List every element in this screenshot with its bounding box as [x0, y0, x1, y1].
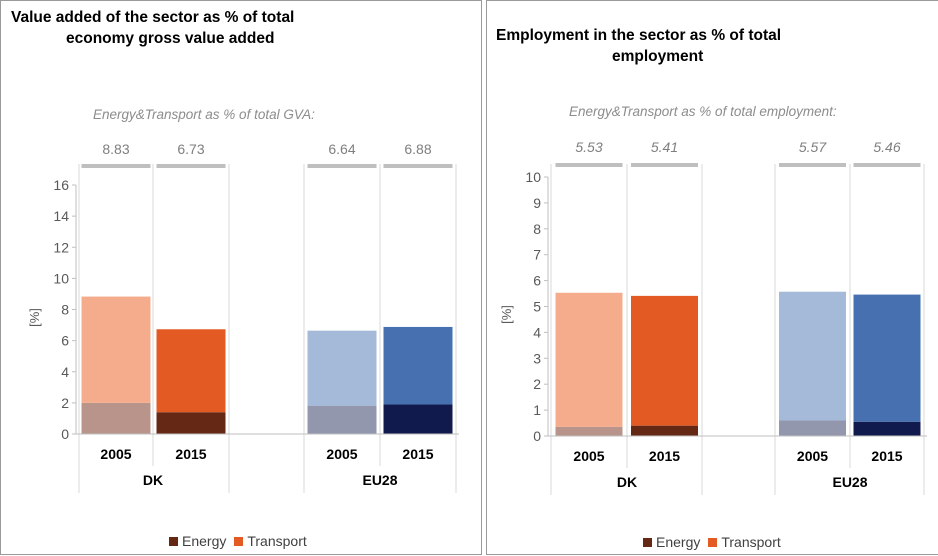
- total-indicator-bar: [383, 164, 453, 168]
- x-category-label: 2005: [797, 448, 828, 464]
- chart-subtitle: Energy&Transport as % of total GVA:: [93, 107, 315, 122]
- total-indicator-bar: [156, 164, 226, 168]
- x-category-label: 2015: [871, 448, 902, 464]
- chart-subtitle: Energy&Transport as % of total employmen…: [569, 104, 837, 119]
- total-value-label: 8.83: [102, 141, 129, 157]
- y-tick-label: 2: [533, 376, 541, 392]
- y-tick-label: 9: [533, 195, 541, 211]
- y-tick-label: 7: [533, 247, 541, 263]
- y-tick-label: 8: [61, 302, 69, 318]
- total-indicator-bar: [81, 164, 151, 168]
- legend-swatch-energy: [643, 537, 652, 547]
- y-tick-label: 14: [53, 208, 69, 224]
- y-tick-label: 10: [525, 169, 541, 185]
- x-category-label: 2005: [573, 448, 604, 464]
- bar-energy: [631, 425, 698, 436]
- employment-panel: Employment in the sector as % of total e…: [486, 0, 938, 555]
- chart-title-line-1: Value added of the sector as % of total: [11, 9, 295, 26]
- total-value-label: 6.64: [328, 141, 355, 157]
- legend-item-energy: Energy: [643, 534, 700, 550]
- y-axis-label: [%]: [27, 308, 42, 327]
- bar-transport: [81, 296, 151, 403]
- x-group-label: EU28: [362, 472, 397, 488]
- total-indicator-bar: [307, 164, 377, 168]
- y-tick-label: 4: [61, 364, 69, 380]
- x-category-label: 2015: [175, 446, 206, 462]
- chart-title-line-2: employment: [612, 48, 704, 65]
- bar-transport: [156, 329, 226, 413]
- legend-swatch-transport: [234, 536, 244, 546]
- total-value-label: 5.57: [799, 139, 827, 155]
- y-tick-label: 3: [533, 350, 541, 366]
- chart-legend: Energy Transport: [169, 533, 315, 549]
- employment-chart: 0 1 2 3 4 5 6 7 8 9 10 [%] 5.53 2005 5.41 2015 5.57 2005 5…: [499, 139, 927, 495]
- x-category-label: 2015: [402, 446, 433, 462]
- bar-energy: [307, 405, 377, 434]
- x-group-label: DK: [617, 474, 637, 490]
- total-indicator-bar: [555, 163, 623, 167]
- y-tick-label: 1: [533, 402, 541, 418]
- total-value-label: 6.88: [404, 141, 431, 157]
- value-added-chart: 0 2 4 6 8 10 12 14 16 [%] 8.83 2005 6.73 2015 6.64 2005…: [27, 141, 459, 493]
- total-value-label: 5.41: [651, 139, 678, 155]
- legend-swatch-energy: [169, 536, 178, 546]
- y-axis-label: [%]: [499, 305, 514, 324]
- total-indicator-bar: [853, 163, 921, 167]
- chart-legend: Energy Transport: [643, 534, 789, 550]
- total-value-label: 5.46: [873, 139, 900, 155]
- legend-label-transport: Transport: [721, 534, 781, 550]
- y-tick-label: 0: [533, 428, 541, 444]
- x-category-label: 2005: [326, 446, 357, 462]
- y-tick-label: 0: [61, 426, 69, 442]
- y-tick-label: 12: [53, 239, 69, 255]
- bar-transport: [853, 294, 921, 422]
- total-value-label: 5.53: [575, 139, 602, 155]
- y-tick-label: 6: [533, 273, 541, 289]
- x-category-label: 2015: [649, 448, 680, 464]
- total-indicator-bar: [779, 163, 846, 167]
- bar-energy: [853, 421, 921, 436]
- y-tick-label: 10: [53, 270, 69, 286]
- bar-transport: [631, 295, 698, 426]
- bar-transport: [383, 326, 453, 405]
- total-indicator-bar: [631, 163, 698, 167]
- y-tick-label: 8: [533, 221, 541, 237]
- legend-swatch-transport: [708, 537, 718, 547]
- legend-label-energy: Energy: [182, 533, 227, 549]
- y-tick-label: 2: [61, 395, 69, 411]
- legend-item-transport: Transport: [234, 533, 307, 549]
- bar-energy: [156, 412, 226, 434]
- y-tick-label: 6: [61, 333, 69, 349]
- legend-label-energy: Energy: [656, 534, 701, 550]
- x-group-label: EU28: [832, 474, 867, 490]
- bar-transport: [307, 330, 377, 406]
- chart-title-line-2: economy gross value added: [66, 30, 275, 47]
- x-category-label: 2005: [100, 446, 131, 462]
- bar-energy: [81, 402, 151, 434]
- x-group-label: DK: [143, 472, 163, 488]
- bar-energy: [555, 426, 623, 436]
- bar-energy: [383, 404, 453, 434]
- y-tick-label: 4: [533, 324, 541, 340]
- legend-label-transport: Transport: [247, 533, 307, 549]
- legend-item-transport: Transport: [708, 534, 781, 550]
- total-value-label: 6.73: [177, 141, 204, 157]
- legend-item-energy: Energy: [169, 533, 226, 549]
- bar-transport: [779, 291, 846, 421]
- bar-energy: [779, 420, 846, 436]
- value-added-panel: Value added of the sector as % of total …: [0, 0, 482, 555]
- bar-transport: [555, 292, 623, 427]
- y-tick-label: 16: [53, 177, 69, 193]
- chart-title-line-1: Employment in the sector as % of total: [496, 27, 782, 44]
- y-tick-label: 5: [533, 299, 541, 315]
